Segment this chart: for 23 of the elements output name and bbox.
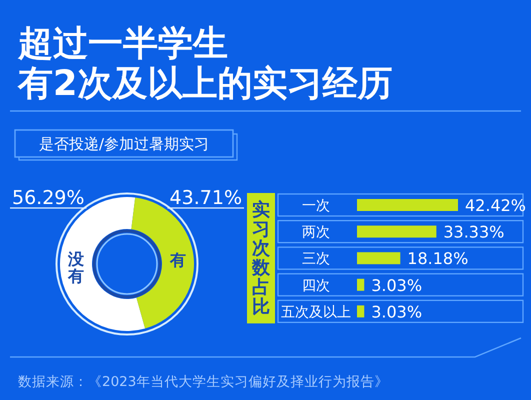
y-axis-title: 实习次数占比 (251, 199, 271, 318)
data-label: 56.29% (12, 187, 84, 209)
data-label: 33.33% (443, 222, 504, 242)
data-label: 18.18% (407, 249, 468, 268)
y-tick-label: 一次 (302, 198, 330, 214)
source-note: 数据来源：《2023年当代大学生实习偏好及择业行为报告》 (18, 374, 388, 390)
y-tick-label: 五次及以上 (281, 304, 351, 320)
slice-label: 有 (168, 250, 186, 270)
data-label: 43.71% (170, 187, 242, 209)
chart-subtitle: 是否投递/参加过暑期实习 (38, 135, 210, 153)
slice-label: 没有 (67, 249, 86, 286)
y-tick-label: 三次 (302, 251, 330, 268)
bar (357, 305, 364, 318)
bar (357, 226, 436, 238)
data-label: 42.42% (465, 196, 526, 215)
data-label: 3.03% (371, 276, 422, 295)
data-label: 3.03% (371, 302, 422, 322)
bar (357, 278, 364, 291)
bar (357, 199, 458, 211)
y-tick-label: 两次 (302, 224, 330, 241)
chart-title: 超过一半学生有2次及以上的实习经历 (17, 24, 392, 104)
bar (357, 252, 400, 264)
y-tick-label: 四次 (302, 278, 330, 294)
